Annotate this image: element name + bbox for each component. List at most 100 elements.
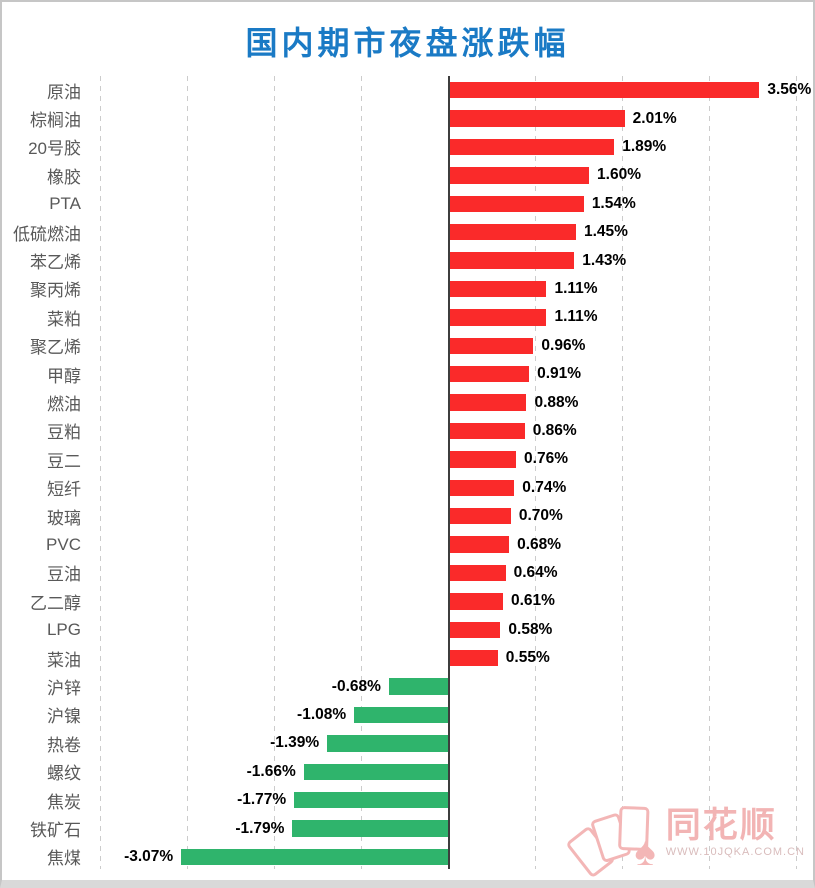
value-label: 2.01% [632,109,677,127]
gridline [187,76,189,869]
bar-row: 原油 3.56% [2,76,813,104]
category-label: 热卷 [47,735,81,755]
bar-negative [294,791,448,809]
gridline [361,76,363,869]
value-label: 0.55% [505,649,550,667]
category-label: PTA [49,193,81,213]
bar-row: 热卷 -1.39% [2,729,813,757]
bar-positive [450,564,506,582]
bar-positive [450,593,503,610]
gridline [708,76,710,869]
category-label: 甲醇 [47,366,81,386]
category-label: 玻璃 [47,508,81,528]
bar-positive [450,167,590,184]
bar-row: 铁矿石 -1.79% [2,814,813,842]
gridline [274,76,276,869]
bar-row: 短纤 0.74% [2,474,813,502]
category-label: 沪锌 [47,679,81,699]
value-label: 3.56% [767,81,812,99]
value-label: 1.89% [622,137,667,155]
bar-positive [450,365,530,383]
bar-positive [450,110,625,127]
bar-positive [450,138,615,156]
bar-row: 玻璃 0.70% [2,502,813,530]
value-label: 0.88% [534,393,579,411]
value-label: 0.61% [511,592,555,610]
bar-negative [354,706,448,724]
value-label: 1.45% [584,223,628,241]
bar-positive [450,337,534,355]
category-label: 乙二醇 [30,593,81,613]
category-label: 焦炭 [47,792,81,812]
value-label: 1.43% [582,251,627,269]
category-label: 菜粕 [47,309,81,329]
bar-row: 聚丙烯 1.11% [2,275,813,303]
bar-row: PVC 0.68% [2,530,813,558]
category-label: 焦煤 [47,849,81,869]
value-label: 0.74% [522,478,567,496]
bar-positive [450,195,584,213]
value-label: 0.96% [541,336,586,354]
bar-positive [450,621,501,639]
bar-negative [388,678,448,695]
bar-row: 菜粕 1.11% [2,303,813,331]
bar-row: 沪镍 -1.08% [2,701,813,729]
value-label: 1.11% [554,308,598,326]
value-label: 0.86% [532,421,577,439]
bar-positive [450,507,511,525]
category-label: 低硫燃油 [13,224,81,244]
bar-negative [327,735,448,752]
bar-row: 焦炭 -1.77% [2,786,813,814]
category-label: 铁矿石 [30,821,81,841]
bar-row: 橡胶 1.60% [2,161,813,189]
chart-title: 国内期市夜盘涨跌幅 [245,25,570,61]
category-label: PVC [46,534,81,554]
bar-row: 螺纹 -1.66% [2,758,813,786]
bar-positive [450,252,575,269]
bar-row: 甲醇 0.91% [2,360,813,388]
category-label: 豆粕 [47,423,81,443]
value-label: -1.08% [297,705,347,723]
category-label: 聚丙烯 [30,281,81,301]
gridline [534,76,536,869]
bar-positive [450,479,515,497]
bar-positive [450,280,547,298]
category-label: 豆二 [47,451,81,471]
bar-negative [292,820,448,837]
bar-row: 豆油 0.64% [2,559,813,587]
value-label: 1.54% [591,194,636,212]
category-label: 螺纹 [47,764,81,784]
bar-row: 乙二醇 0.61% [2,587,813,615]
value-label: -1.79% [235,819,285,837]
bar-row: LPG 0.58% [2,616,813,644]
bar-row: 燃油 0.88% [2,388,813,416]
bar-row: 苯乙烯 1.43% [2,246,813,274]
bar-positive [450,536,510,553]
category-label: 沪镍 [47,707,81,727]
bar-row: 棕榈油 2.01% [2,104,813,132]
category-label: 橡胶 [47,167,81,187]
gridline [795,76,797,869]
bar-positive [450,81,760,99]
bar-row: 20号胶 1.89% [2,133,813,161]
value-label: 0.76% [524,450,568,468]
category-label: 菜油 [47,650,81,670]
bar-positive [450,649,498,667]
category-label: 棕榈油 [30,111,81,131]
bar-row: 豆粕 0.86% [2,417,813,445]
value-label: -3.07% [124,847,174,865]
bar-row: 聚乙烯 0.96% [2,332,813,360]
bar-row: PTA 1.54% [2,190,813,218]
value-label: 1.11% [554,279,598,297]
value-label: 0.64% [513,563,558,581]
bar-positive [450,223,576,241]
bar-positive [450,394,527,411]
value-label: -1.66% [246,762,296,780]
bar-row: 豆二 0.76% [2,445,813,473]
bar-row: 焦煤 -3.07% [2,843,813,871]
value-label: 1.60% [597,166,641,184]
value-label: 0.68% [517,535,562,553]
value-label: 0.58% [508,620,553,638]
category-label: 短纤 [47,480,81,500]
